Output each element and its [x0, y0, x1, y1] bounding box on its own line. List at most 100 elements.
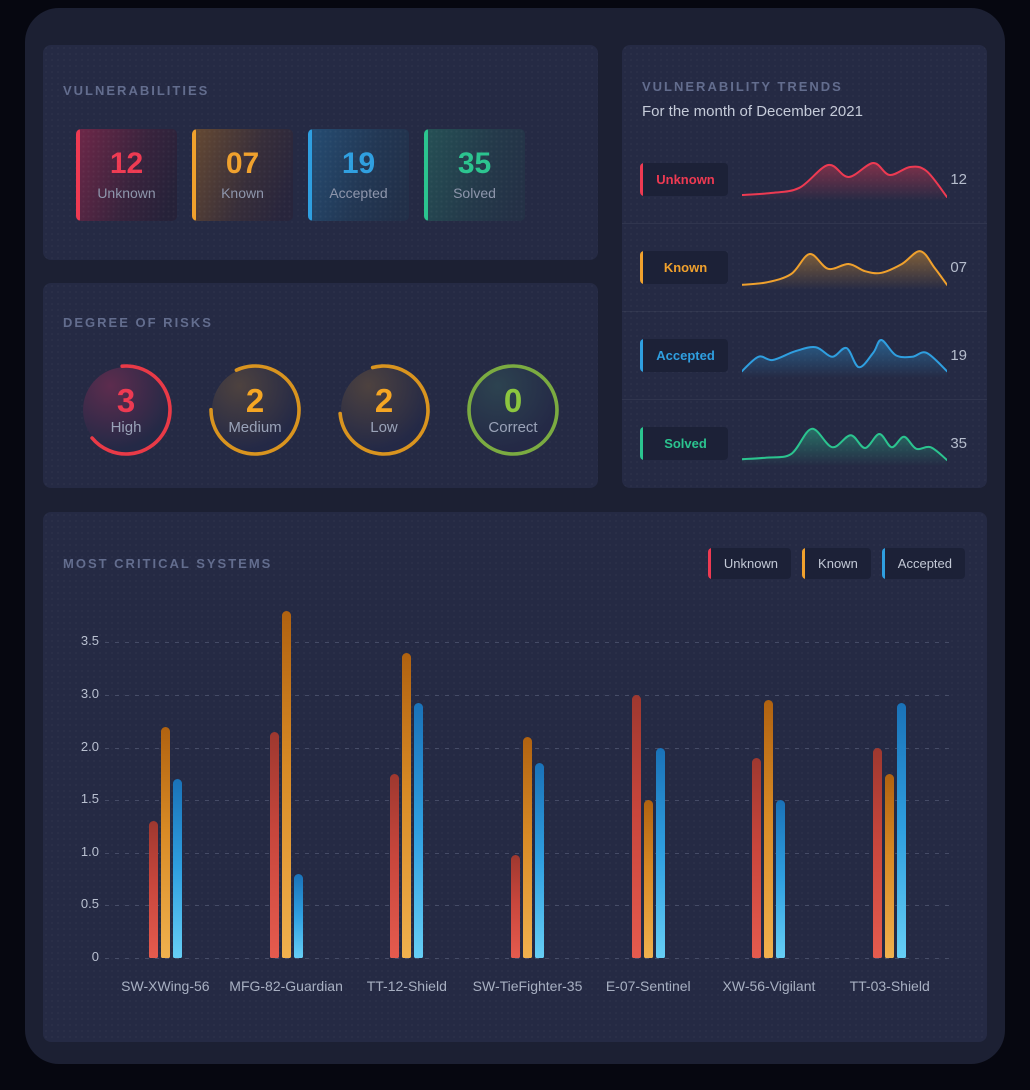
most-critical-systems-title: MOST CRITICAL SYSTEMS: [63, 556, 273, 571]
gauge-value: 3: [116, 382, 136, 419]
category-label: MFG-82-Guardian: [229, 978, 343, 994]
gauge-label: Correct: [488, 419, 538, 436]
bar-chart-plot: SW-XWing-56 MFG-82-Guardian TT-12-Shield SW…: [105, 512, 950, 1042]
y-axis-label: 1.5: [80, 791, 99, 807]
trend-chip-known[interactable]: Known: [640, 251, 728, 284]
series-color-bar: [640, 162, 643, 196]
gauge-inner-fill: [470, 367, 556, 453]
degree-of-risks-panel: DEGREE OF RISKS 3 High 2 Medium 2 Low 0 Correct: [43, 283, 598, 488]
sparkline-known: [742, 249, 947, 290]
bar-group-7: [829, 611, 950, 958]
y-axis-label: 2.0: [80, 738, 99, 754]
bar-unknown: [873, 747, 883, 958]
legend-chip-label: Accepted: [897, 556, 952, 571]
gridline: [105, 642, 950, 644]
legend-chip-known[interactable]: Known: [802, 548, 871, 579]
bar-chart-legend: Unknown Known Accepted: [707, 548, 965, 579]
gridline: [105, 695, 950, 696]
series-color-bar: [640, 251, 643, 284]
stat-card-accepted: 19 Accepted: [308, 129, 409, 221]
gauge-label: Low: [370, 419, 398, 436]
bar-group-3: [346, 611, 467, 958]
trend-row-known: Known 07: [622, 223, 987, 311]
bar-unknown: [631, 694, 641, 958]
legend-chip-accepted[interactable]: Accepted: [881, 548, 965, 579]
bar-accepted: [414, 702, 424, 958]
bar-unknown: [752, 758, 762, 958]
y-axis-label: 0: [91, 949, 99, 964]
gauge-inner-fill: [212, 367, 298, 453]
series-color-bar: [640, 339, 643, 372]
stats-row: 12 Unknown 07 Known 19 Accepted 35 Solved: [76, 129, 525, 221]
series-color-bar: [707, 548, 711, 579]
bar-known: [764, 700, 774, 958]
category-label: E-07-Sentinel: [605, 978, 691, 994]
stat-color-bar: [308, 129, 312, 221]
app-frame: VULNERABILITIES 12 Unknown 07 Known 19 Accept…: [25, 8, 1005, 1064]
vulnerability-trends-title: VULNERABILITY TRENDS: [642, 79, 843, 94]
y-axis-label: 1.0: [80, 843, 99, 859]
series-color-bar: [640, 427, 643, 460]
category-label: XW-56-Vigilant: [722, 978, 816, 994]
gauge-inner-fill: [341, 367, 427, 453]
gauge-text: 2 Low: [334, 360, 434, 460]
bar-unknown: [390, 773, 400, 958]
stat-color-bar: [424, 129, 428, 221]
stat-color-bar: [76, 129, 80, 221]
gauge-value: 0: [503, 382, 523, 419]
bar-unknown: [269, 731, 279, 958]
category-label: TT-12-Shield: [366, 978, 447, 994]
category-label: SW-TieFighter-35: [472, 978, 583, 994]
legend-chip-label: Known: [818, 556, 858, 571]
gauge-low: 2 Low: [334, 360, 434, 460]
stat-value: 35: [457, 147, 492, 180]
trend-chip-unknown[interactable]: Unknown: [640, 162, 728, 196]
most-critical-systems-panel: MOST CRITICAL SYSTEMS Unknown Known Accept…: [43, 512, 987, 1042]
vulnerabilities-panel: VULNERABILITIES 12 Unknown 07 Known 19 Accept…: [43, 45, 598, 260]
bar-accepted: [293, 873, 303, 958]
trend-chip-accepted[interactable]: Accepted: [640, 339, 728, 372]
trend-value: 19: [950, 347, 967, 364]
category-label: SW-XWing-56: [121, 978, 210, 994]
bar-unknown: [148, 821, 158, 958]
stat-label: Known: [221, 185, 264, 201]
gauge-correct: 0 Correct: [463, 360, 563, 460]
gauge-label: High: [110, 419, 142, 436]
bar-group-2: [226, 610, 347, 958]
bar-known: [281, 610, 291, 958]
sparkline-unknown: [742, 162, 947, 201]
y-axis-label: 0.5: [80, 896, 99, 912]
gauge-text: 2 Medium: [205, 360, 305, 460]
series-color-bar: [802, 548, 806, 579]
stat-card-known: 07 Known: [192, 129, 293, 221]
bar-unknown: [511, 854, 521, 958]
vulnerability-trends-panel: VULNERABILITY TRENDS For the month of De…: [622, 45, 987, 488]
trend-value: 07: [950, 259, 967, 276]
y-axis-label: 3.0: [80, 686, 99, 701]
gridline: [105, 958, 950, 959]
vulnerabilities-title: VULNERABILITIES: [63, 83, 210, 98]
trend-chip-solved[interactable]: Solved: [640, 427, 728, 460]
stat-value: 12: [109, 147, 144, 180]
trend-row-unknown: Unknown 12: [622, 135, 987, 223]
sparkline-accepted: [742, 338, 947, 378]
gauge-high: 3 High: [76, 360, 176, 460]
gauge-label: Medium: [228, 419, 282, 436]
bar-known: [523, 737, 533, 958]
bar-group-5: [588, 611, 709, 958]
degree-of-risks-title: DEGREE OF RISKS: [63, 315, 213, 330]
trend-chip-label: Known: [663, 260, 708, 275]
trends-subtitle: For the month of December 2021: [642, 103, 863, 120]
trend-row-solved: Solved 35: [622, 399, 987, 487]
bar-known: [160, 726, 170, 958]
category-label: TT-03-Shield: [849, 978, 930, 994]
legend-chip-unknown[interactable]: Unknown: [707, 548, 792, 579]
stat-card-solved: 35 Solved: [424, 129, 525, 221]
bar-accepted: [172, 779, 182, 958]
bar-known: [402, 652, 412, 958]
bar-accepted: [655, 747, 665, 958]
series-color-bar: [881, 548, 885, 579]
trend-value: 12: [950, 170, 967, 188]
bar-group-6: [709, 611, 830, 958]
bar-groups: [105, 610, 950, 958]
